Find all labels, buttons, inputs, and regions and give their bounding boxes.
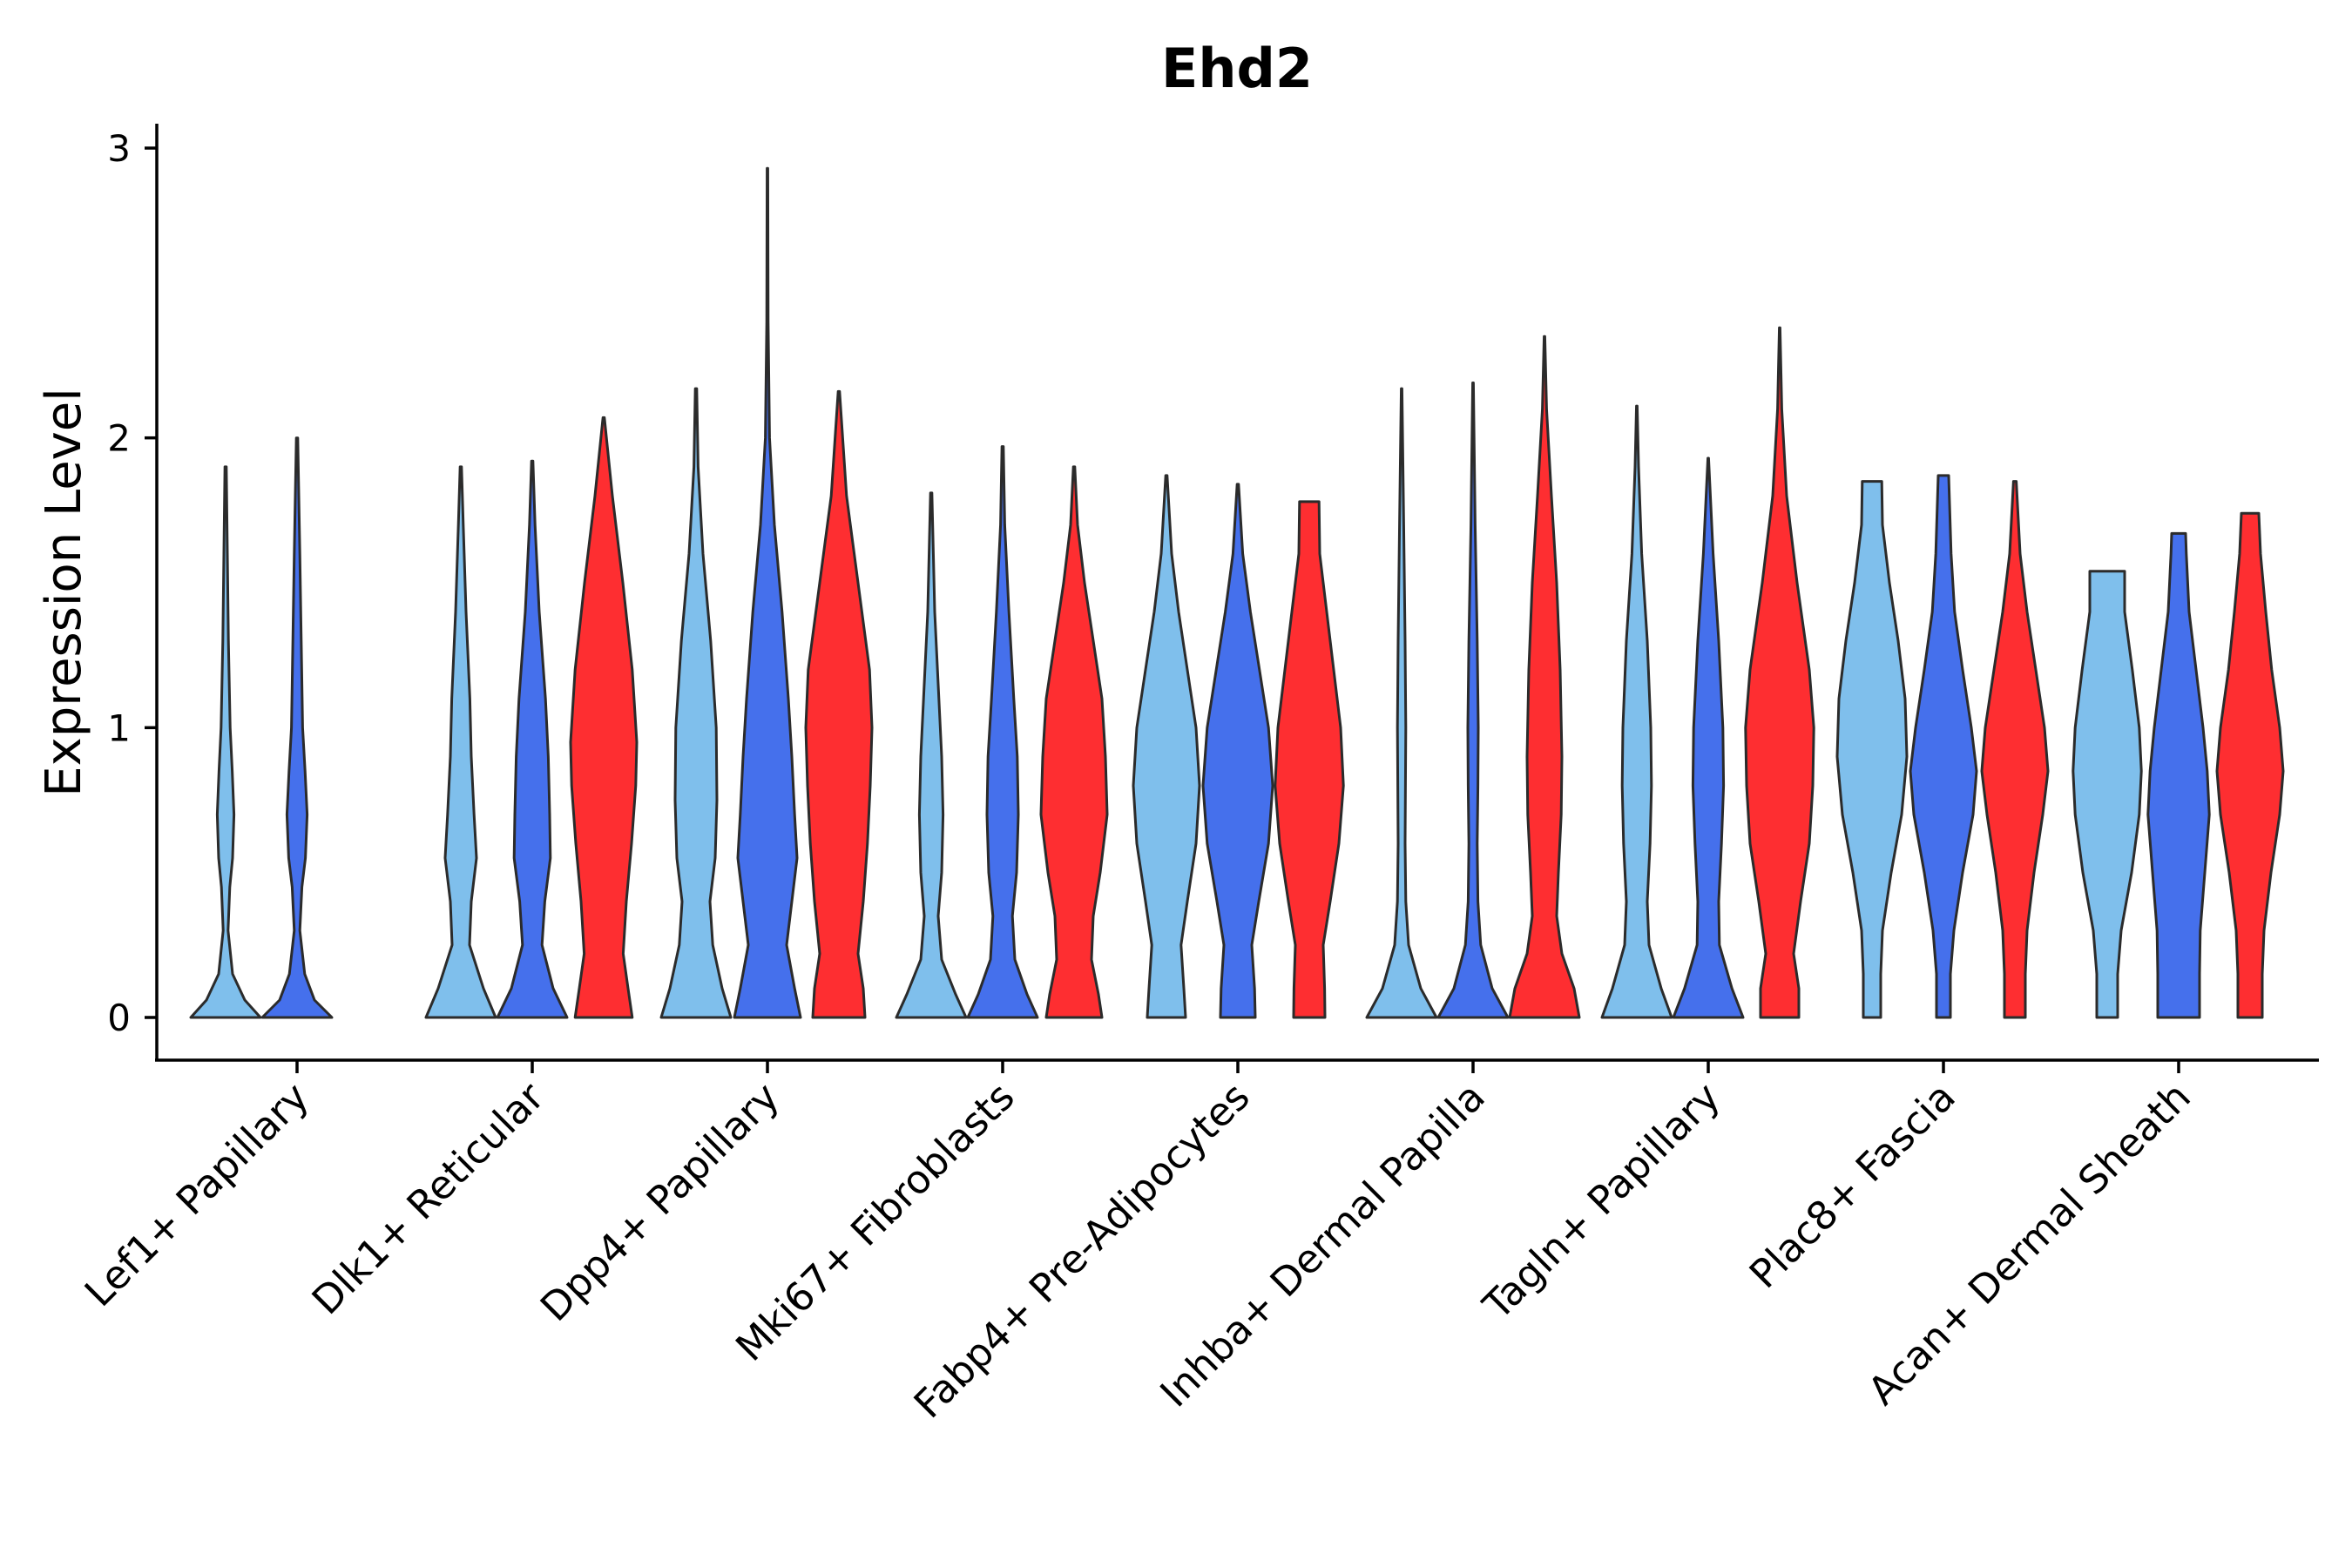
violin-3-1 bbox=[966, 445, 1039, 1019]
chart-title: Ehd2 bbox=[1161, 37, 1313, 100]
violin-1-1 bbox=[496, 459, 569, 1019]
violin-7-1 bbox=[1909, 474, 1978, 1019]
x-tick-label: Plac8+ Fascia bbox=[1740, 1073, 1964, 1297]
x-tick-label: Tagln+ Papillary bbox=[1474, 1073, 1729, 1328]
violin-1-2 bbox=[569, 416, 639, 1019]
violin-2-0 bbox=[659, 387, 733, 1019]
violin-2-1 bbox=[733, 166, 802, 1019]
x-tick-label: Dpp4+ Papillary bbox=[531, 1073, 788, 1330]
y-axis-label: Expression Level bbox=[36, 388, 92, 797]
violin-8-1 bbox=[2146, 531, 2211, 1019]
violin-1-0 bbox=[424, 465, 497, 1019]
violin-6-1 bbox=[1672, 456, 1745, 1019]
violin-5-0 bbox=[1365, 387, 1438, 1019]
x-tick-label: Dlk1+ Reticular bbox=[303, 1073, 553, 1323]
violin-2-2 bbox=[804, 389, 874, 1019]
y-tick-label: 0 bbox=[107, 997, 131, 1039]
violin-7-2 bbox=[1980, 480, 2050, 1019]
violin-8-2 bbox=[2215, 511, 2285, 1019]
violin-6-0 bbox=[1600, 404, 1673, 1019]
violin-6-2 bbox=[1744, 326, 1815, 1019]
y-tick-group: 0 1 2 3 bbox=[107, 127, 157, 1039]
violin-0-0 bbox=[189, 465, 262, 1019]
violin-4-0 bbox=[1132, 474, 1201, 1019]
x-tick-label: Lef1+ Papillary bbox=[76, 1073, 318, 1315]
violin-5-1 bbox=[1436, 382, 1510, 1019]
violin-group bbox=[189, 166, 2285, 1019]
violin-8-0 bbox=[2072, 570, 2143, 1019]
y-tick-label: 3 bbox=[107, 127, 131, 170]
violin-0-1 bbox=[260, 436, 334, 1019]
violin-5-2 bbox=[1508, 335, 1581, 1019]
violin-4-2 bbox=[1274, 500, 1345, 1019]
y-tick-label: 2 bbox=[107, 417, 131, 460]
y-tick-label: 1 bbox=[107, 706, 131, 749]
violin-4-1 bbox=[1201, 483, 1274, 1019]
violin-7-0 bbox=[1835, 480, 1909, 1019]
violin-3-0 bbox=[895, 491, 968, 1019]
violin-3-2 bbox=[1039, 465, 1109, 1019]
